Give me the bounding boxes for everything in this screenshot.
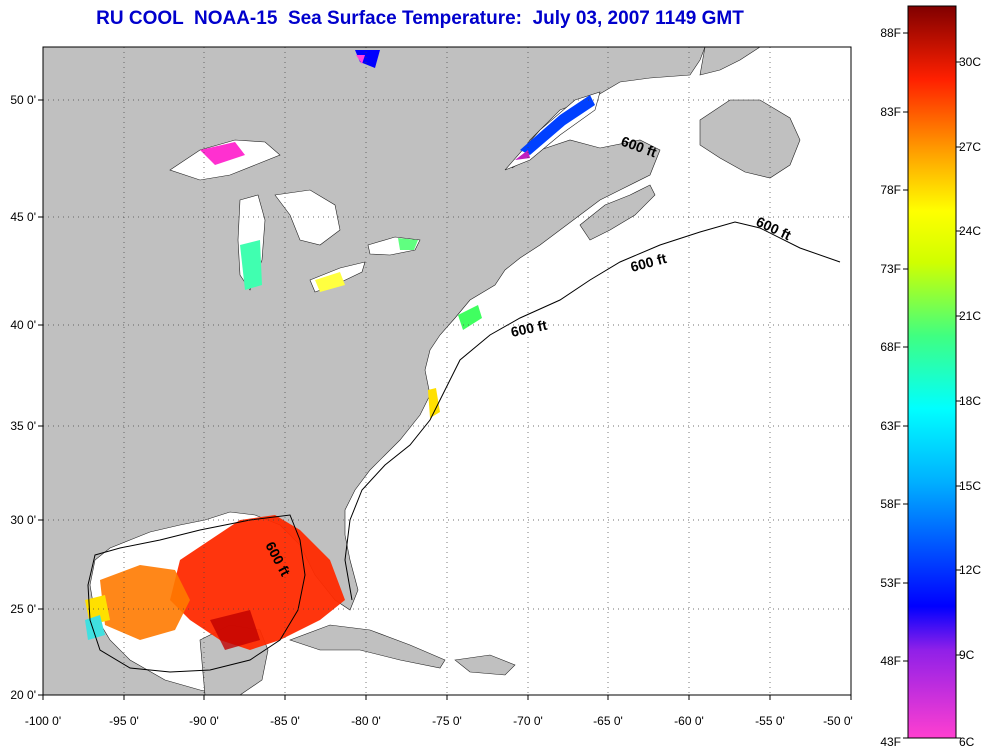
lon-label: -85 0' — [270, 714, 300, 728]
celsius-label: 6C — [959, 735, 975, 749]
colorbar — [907, 5, 957, 739]
map-title: RU COOL NOAA-15 Sea Surface Temperature:… — [96, 8, 744, 29]
lon-label: -65 0' — [593, 714, 623, 728]
fahrenheit-label: 63F — [880, 419, 901, 433]
lat-label: 35 0' — [10, 419, 36, 433]
land-nova-scotia — [579, 184, 656, 241]
lat-label: 30 0' — [10, 513, 36, 527]
tick-marks — [38, 99, 852, 700]
lon-label: -80 0' — [351, 714, 381, 728]
shelf-contour-atlantic — [344, 221, 841, 601]
celsius-label: 30C — [959, 55, 981, 69]
celsius-label: 21C — [959, 309, 981, 323]
lat-label: 40 0' — [10, 318, 36, 332]
celsius-label: 27C — [959, 140, 981, 154]
lat-label: 25 0' — [10, 602, 36, 616]
colorbar-c-labels: 30C 27C 24C 21C 18C 15C 12C 9C 6C — [959, 55, 981, 749]
lat-label: 20 0' — [10, 688, 36, 702]
land-newfoundland — [699, 99, 801, 179]
land-cuba — [289, 624, 446, 669]
celsius-label: 24C — [959, 224, 981, 238]
lon-label: -55 0' — [755, 714, 785, 728]
fahrenheit-label: 53F — [880, 576, 901, 590]
fahrenheit-label: 78F — [880, 183, 901, 197]
lon-labels: -100 0' -95 0' -90 0' -85 0' -80 0' -75 … — [25, 714, 853, 728]
celsius-label: 18C — [959, 394, 981, 408]
celsius-label: 12C — [959, 563, 981, 577]
land-hispaniola — [454, 654, 516, 676]
contour-label: 600 ft — [509, 317, 548, 340]
lon-label: -90 0' — [189, 714, 219, 728]
lat-label: 50 0' — [10, 93, 36, 107]
celsius-label: 15C — [959, 479, 981, 493]
lake-huron — [274, 189, 341, 246]
fahrenheit-label: 73F — [880, 262, 901, 276]
fahrenheit-label: 58F — [880, 497, 901, 511]
colorbar-f-labels: 88F 83F 78F 73F 68F 63F 58F 53F 48F 43F — [880, 26, 901, 749]
colorbar-ticks — [903, 32, 961, 739]
fahrenheit-label: 48F — [880, 654, 901, 668]
shelf-contour-600ft — [87, 514, 306, 673]
land-labrador — [699, 47, 761, 76]
lon-label: -60 0' — [674, 714, 704, 728]
celsius-label: 9C — [959, 648, 975, 662]
lat-label: 45 0' — [10, 210, 36, 224]
lon-label: -50 0' — [823, 714, 853, 728]
fahrenheit-label: 68F — [880, 340, 901, 354]
lon-label: -100 0' — [25, 714, 61, 728]
fahrenheit-label: 43F — [880, 735, 901, 749]
fahrenheit-label: 83F — [880, 105, 901, 119]
lon-label: -95 0' — [109, 714, 139, 728]
lon-label: -75 0' — [432, 714, 462, 728]
lon-label: -70 0' — [513, 714, 543, 728]
lat-labels: 50 0' 45 0' 40 0' 35 0' 30 0' 25 0' 20 0… — [10, 93, 36, 702]
fahrenheit-label: 88F — [880, 26, 901, 40]
grid — [43, 47, 851, 695]
